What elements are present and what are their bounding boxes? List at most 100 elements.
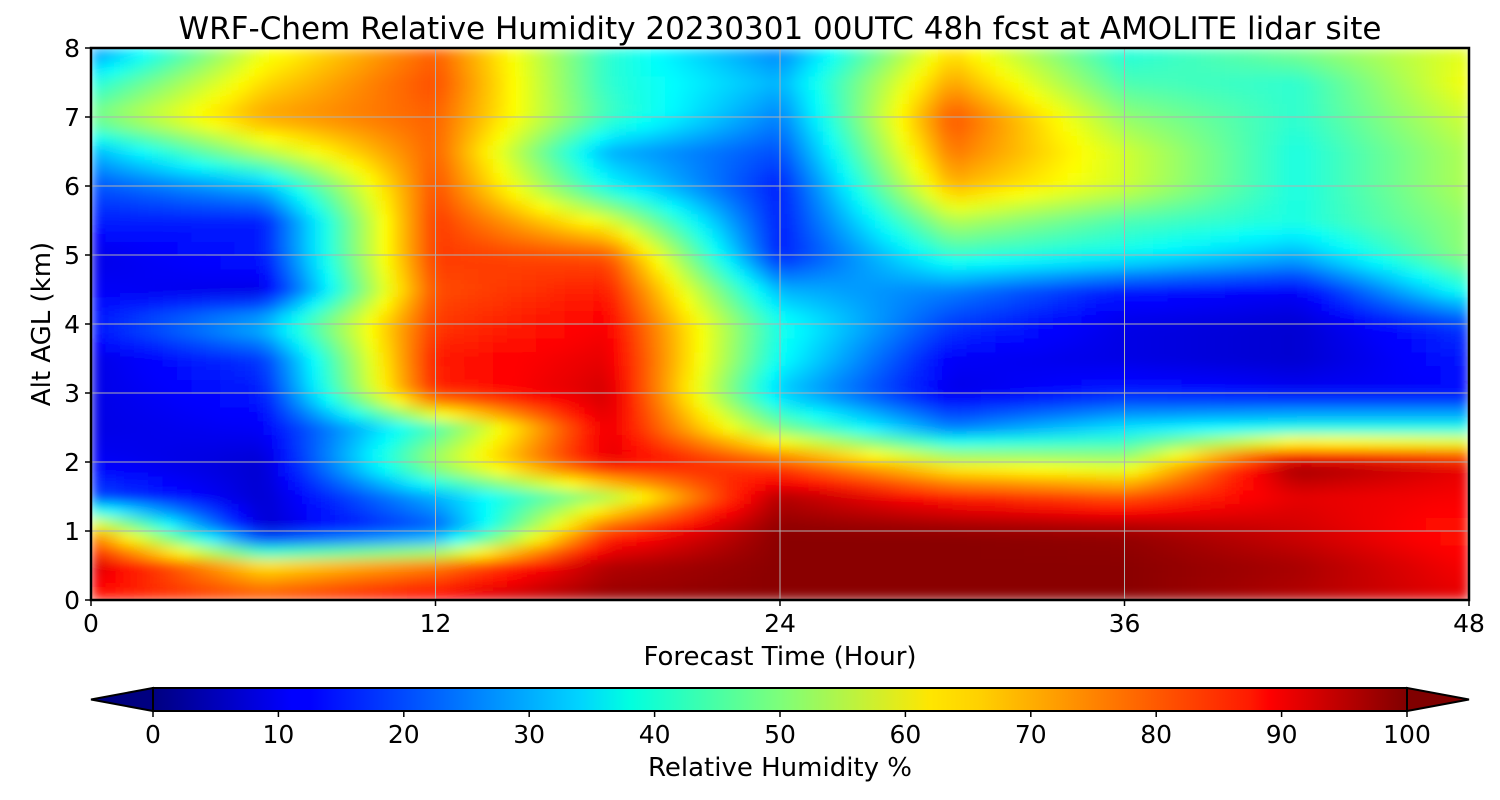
heatmap-cell: [636, 379, 652, 394]
heatmap-cell: [335, 186, 351, 201]
heatmap-cell: [894, 324, 910, 339]
heatmap-cell: [291, 158, 308, 173]
heatmap-cell: [808, 227, 824, 242]
heatmap-cell: [1095, 130, 1111, 146]
heatmap-cell: [1354, 351, 1370, 367]
heatmap-cell: [363, 544, 379, 560]
heatmap-cell: [823, 48, 839, 63]
heatmap-cell: [579, 503, 595, 518]
heatmap-cell: [1196, 558, 1212, 574]
heatmap-cell: [1167, 241, 1183, 256]
heatmap-cell: [449, 130, 465, 146]
heatmap-cell: [1138, 462, 1154, 477]
heatmap-cell: [1268, 282, 1284, 298]
heatmap-cell: [1339, 172, 1355, 187]
heatmap-cell: [1397, 420, 1413, 436]
heatmap-cell: [1067, 558, 1083, 574]
heatmap-cell: [564, 172, 580, 187]
heatmap-cell: [105, 448, 121, 463]
heatmap-cell: [1181, 393, 1198, 408]
heatmap-cell: [579, 186, 595, 201]
heatmap-cell: [492, 558, 509, 574]
heatmap-cell: [650, 324, 666, 339]
heatmap-cell: [1124, 406, 1140, 422]
heatmap-cell: [866, 130, 882, 146]
heatmap-cell: [1038, 199, 1054, 215]
heatmap-cell: [708, 213, 724, 229]
heatmap-cell: [435, 227, 451, 242]
heatmap-cell: [866, 48, 882, 63]
heatmap-cell: [722, 517, 738, 532]
heatmap-cell: [507, 393, 523, 408]
heatmap-cell: [1110, 558, 1126, 574]
heatmap-cell: [1339, 268, 1355, 284]
heatmap-cell: [1196, 158, 1212, 173]
heatmap-cell: [378, 227, 394, 242]
heatmap-cell: [449, 186, 465, 201]
heatmap-cell: [808, 558, 824, 574]
heatmap-cell: [851, 379, 867, 394]
heatmap-cell: [851, 255, 867, 270]
heatmap-cell: [966, 61, 982, 77]
heatmap-cell: [421, 227, 437, 242]
heatmap-cell: [937, 103, 954, 118]
heatmap-cell: [693, 420, 710, 436]
heatmap-cell: [751, 310, 767, 325]
heatmap-cell: [205, 572, 221, 587]
heatmap-cell: [1311, 406, 1327, 422]
heatmap-cell: [894, 89, 910, 104]
heatmap-cell: [1081, 572, 1097, 587]
heatmap-cell: [880, 503, 896, 518]
heatmap-cell: [665, 517, 681, 532]
heatmap-cell: [1296, 61, 1312, 77]
heatmap-cell: [1024, 572, 1040, 587]
heatmap-cell: [808, 117, 824, 132]
heatmap-cell: [148, 489, 164, 505]
heatmap-cell: [1397, 89, 1413, 104]
heatmap-cell: [1239, 241, 1255, 256]
heatmap-cell: [736, 586, 753, 600]
heatmap-cell: [851, 75, 867, 91]
heatmap-cell: [866, 75, 882, 91]
heatmap-cell: [1095, 558, 1111, 574]
heatmap-cell: [837, 241, 853, 256]
heatmap-cell: [607, 351, 623, 367]
heatmap-cell: [1425, 61, 1442, 77]
heatmap-cell: [363, 48, 379, 63]
heatmap-cell: [449, 531, 465, 546]
heatmap-cell: [363, 572, 379, 587]
heatmap-cell: [693, 379, 710, 394]
heatmap-cell: [593, 268, 609, 284]
heatmap-cell: [851, 296, 867, 311]
heatmap-cell: [794, 186, 810, 201]
heatmap-cell: [1253, 586, 1269, 600]
heatmap-cell: [1038, 282, 1054, 298]
heatmap-cell: [894, 572, 910, 587]
heatmap-cell: [923, 241, 939, 256]
heatmap-cell: [1368, 186, 1384, 201]
heatmap-cell: [306, 324, 322, 339]
heatmap-cell: [1411, 406, 1427, 422]
heatmap-cell: [277, 310, 293, 325]
heatmap-cell: [1124, 324, 1140, 339]
heatmap-cell: [1210, 158, 1226, 173]
heatmap-cell: [1425, 296, 1442, 311]
heatmap-cell: [980, 434, 997, 449]
heatmap-cell: [1224, 572, 1241, 587]
heatmap-cell: [980, 475, 997, 491]
heatmap-cell: [1282, 172, 1298, 187]
heatmap-cell: [579, 475, 595, 491]
heatmap-cell: [306, 379, 322, 394]
heatmap-cell: [736, 296, 753, 311]
heatmap-cell: [564, 337, 580, 353]
heatmap-cell: [937, 379, 954, 394]
heatmap-cell: [952, 393, 968, 408]
heatmap-cell: [1239, 186, 1255, 201]
heatmap-cell: [435, 241, 451, 256]
heatmap-cell: [923, 379, 939, 394]
heatmap-cell: [880, 172, 896, 187]
heatmap-cell: [1311, 531, 1327, 546]
heatmap-cell: [751, 227, 767, 242]
heatmap-cell: [378, 75, 394, 91]
